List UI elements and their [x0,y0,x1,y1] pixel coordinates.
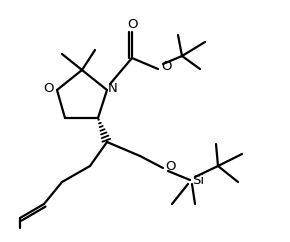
Text: O: O [44,82,54,94]
Text: O: O [161,60,171,74]
Text: O: O [166,159,176,173]
Text: Si: Si [192,174,204,187]
Text: O: O [128,17,138,30]
Text: N: N [108,82,118,94]
